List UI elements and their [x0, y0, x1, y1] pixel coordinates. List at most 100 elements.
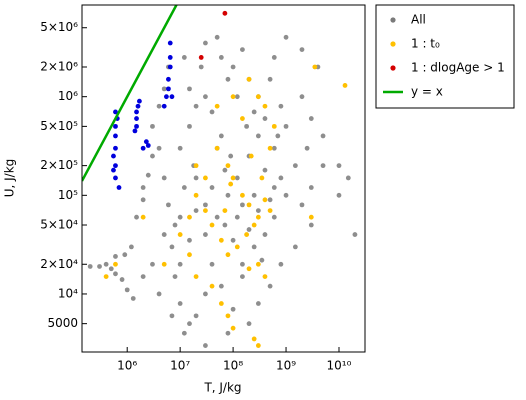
point [259, 257, 265, 263]
point [167, 64, 173, 70]
point [87, 264, 93, 269]
point [214, 103, 220, 109]
point [255, 133, 261, 139]
point [203, 343, 208, 348]
point [278, 103, 284, 109]
point [218, 301, 224, 306]
point [230, 237, 236, 243]
point [103, 274, 109, 279]
legend-label: 1 : t₀ [411, 37, 440, 51]
point [259, 175, 265, 181]
point [164, 94, 169, 100]
point [150, 123, 155, 129]
point [187, 252, 192, 258]
point [230, 94, 236, 100]
point [140, 185, 146, 190]
point [113, 271, 118, 277]
point [308, 214, 314, 220]
plot-area [82, 5, 358, 348]
legend-swatch [390, 41, 396, 47]
point [203, 40, 208, 46]
point [108, 266, 114, 272]
point [193, 208, 199, 213]
point [336, 192, 342, 198]
point [271, 214, 277, 220]
point [166, 202, 171, 208]
point [267, 76, 273, 82]
point [193, 313, 199, 319]
point [113, 175, 118, 181]
point [181, 55, 187, 60]
y-tick-label: 2×10⁴ [40, 257, 78, 271]
point [218, 55, 224, 60]
point [352, 232, 358, 237]
point [342, 83, 348, 88]
y-tick-label: 10⁶ [58, 89, 78, 103]
point [308, 116, 314, 121]
x-tick-label: 10⁷ [170, 359, 190, 373]
point [299, 94, 305, 100]
point [103, 261, 109, 267]
point [113, 109, 118, 115]
point [255, 208, 261, 213]
point [308, 222, 314, 228]
point [209, 261, 215, 267]
point [225, 192, 231, 198]
point [113, 254, 118, 259]
point [203, 232, 208, 237]
point [230, 325, 236, 331]
plot-frame [81, 4, 366, 353]
point [156, 103, 162, 109]
point [246, 202, 252, 208]
legend-label: y = x [411, 85, 443, 99]
point [169, 244, 175, 250]
y-tick-label: 5×10⁴ [40, 218, 78, 232]
point [181, 185, 187, 190]
point [255, 301, 261, 306]
point [203, 202, 208, 208]
point [234, 94, 240, 100]
point [267, 145, 273, 151]
point [209, 283, 215, 289]
point [278, 175, 284, 181]
x-tick-label: 10¹⁰ [327, 359, 352, 373]
point [209, 109, 215, 115]
point [161, 103, 167, 109]
point [271, 145, 277, 151]
point [248, 153, 254, 159]
point [143, 139, 149, 145]
point [234, 175, 240, 181]
point [119, 277, 125, 282]
point [234, 244, 240, 250]
point [167, 40, 173, 46]
point [140, 214, 146, 220]
point [177, 261, 183, 267]
point [225, 76, 231, 82]
point [134, 214, 139, 220]
point [193, 192, 199, 198]
point [169, 94, 175, 100]
point [345, 175, 351, 181]
point [299, 47, 305, 53]
point [124, 287, 130, 293]
point [292, 163, 298, 169]
point [116, 185, 122, 190]
point [156, 291, 162, 297]
point [246, 321, 252, 327]
point [262, 274, 268, 279]
point [209, 185, 215, 190]
point [262, 116, 268, 121]
point [271, 123, 277, 129]
point [198, 55, 204, 60]
point [181, 330, 187, 336]
point [111, 153, 116, 159]
point [244, 123, 250, 129]
point [267, 208, 273, 213]
point [240, 47, 245, 53]
point [228, 153, 234, 159]
legend-swatch [390, 17, 396, 23]
point [267, 197, 273, 203]
x-axis-label: T, J/kg [203, 381, 241, 395]
